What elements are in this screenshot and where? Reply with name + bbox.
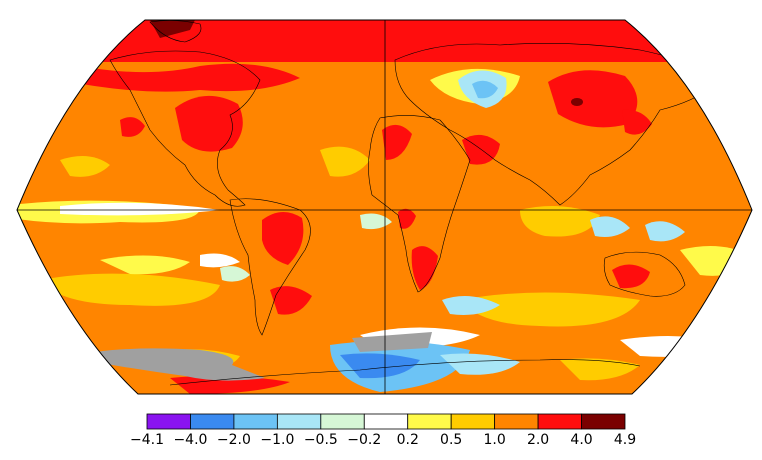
south-atlantic-warm: [270, 286, 312, 315]
legend-bin-9: [537, 413, 582, 430]
legend-tick-label: −1.0: [260, 432, 294, 448]
legend-ticks: −4.1 −4.0 −2.0 −1.0 −0.5 −0.2 0.2 0.5 1.0 2.0 4.0 4…: [130, 432, 636, 448]
legend-bin-5: [363, 413, 409, 430]
equatorial-pacific-white: [60, 202, 220, 216]
antarctica-outline: [169, 359, 641, 386]
legend-tick-label: 1.0: [484, 432, 506, 448]
australia-outline: [603, 251, 686, 297]
legend-tick-label: −0.5: [304, 432, 338, 448]
legend-tick-label: 4.9: [614, 432, 636, 448]
legend-bins: [146, 413, 626, 430]
missing-data-antarctic-west: [95, 348, 265, 381]
se-pacific-yellow: [100, 255, 190, 275]
legend-tick-label: 0.2: [397, 432, 419, 448]
south-africa-warm: [411, 246, 438, 290]
png-cool: [645, 221, 685, 242]
legend-svg: −4.1 −4.0 −2.0 −1.0 −0.5 −0.2 0.2 0.5 1.0 2.0 4.0 4…: [130, 413, 636, 448]
southern-indian-gold: [460, 292, 640, 327]
legend-tick-label: −0.2: [347, 432, 381, 448]
maritime-cool: [590, 216, 630, 237]
africa-outline: [368, 115, 471, 293]
sahara-warm: [382, 124, 412, 160]
west-antarctic-warm: [170, 375, 290, 394]
russia-cooler: [472, 80, 498, 99]
indian-ocean-gold: [520, 206, 600, 237]
legend-tick-label: −4.0: [173, 432, 207, 448]
weddell-cool: [440, 353, 520, 375]
legend-bin-1: [190, 413, 235, 430]
asia-extreme: [571, 98, 583, 106]
gulf-guinea-mint: [360, 213, 392, 230]
arabia-warm: [462, 134, 500, 165]
us-west-warm: [120, 117, 145, 137]
arctic-warm-band: [17, 20, 752, 62]
brazil-warm: [262, 211, 304, 265]
north-america-outline: [109, 50, 261, 207]
eurasia-outline: [394, 43, 721, 206]
legend-tick-label: −4.1: [130, 432, 164, 448]
central-africa-warm: [398, 208, 416, 229]
greenland-extreme: [150, 20, 195, 38]
missing-data-weddell: [352, 332, 432, 352]
legend-bin-4: [320, 413, 365, 430]
legend-bin-6: [407, 413, 452, 430]
us-east-warm: [175, 95, 243, 152]
pacific-gold: [60, 156, 110, 177]
legend-tick-label: 2.0: [527, 432, 549, 448]
south-indian-cool: [442, 296, 500, 315]
globe-border: [16, 19, 753, 395]
south-pacific-gold: [40, 273, 220, 306]
legend-bin-7: [450, 413, 496, 430]
legend-tick-label: 4.0: [570, 432, 592, 448]
legend-bin-0: [146, 413, 191, 430]
anomaly-field: [17, 20, 752, 394]
legend-bin-8: [494, 413, 539, 430]
south-pacific-white: [200, 253, 240, 268]
east-antarctic-gold: [560, 358, 640, 381]
anomaly-map: [16, 19, 753, 395]
chile-offshore-mint: [220, 266, 250, 282]
legend-bin-3: [276, 413, 322, 430]
atlantic-gold: [320, 146, 370, 177]
robinson-map-svg: [16, 19, 753, 395]
legend-tick-label: −2.0: [217, 432, 251, 448]
australia-warm: [612, 264, 650, 289]
legend-tick-label: 0.5: [440, 432, 462, 448]
east-asia-warm: [622, 109, 652, 135]
north-america-warm: [60, 62, 300, 92]
legend-bin-10: [581, 413, 626, 430]
central-asia-warm: [548, 70, 638, 128]
antarctic-cold: [340, 353, 420, 379]
legend-bin-2: [233, 413, 278, 430]
color-legend: −4.1 −4.0 −2.0 −1.0 −0.5 −0.2 0.2 0.5 1.0 2.0 4.0 4…: [0, 405, 762, 456]
